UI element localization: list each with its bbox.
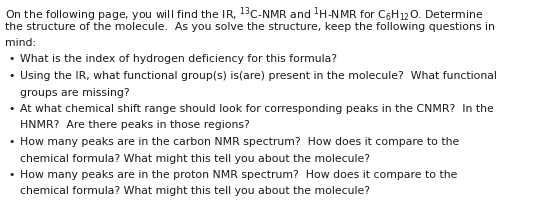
Text: At what chemical shift range should look for corresponding peaks in the CNMR?  I: At what chemical shift range should look… xyxy=(20,104,494,114)
Text: •: • xyxy=(8,71,14,81)
Text: On the following page, you will find the IR, $^{13}$C-NMR and $^{1}$H-NMR for C$: On the following page, you will find the… xyxy=(5,5,483,24)
Text: the structure of the molecule.  As you solve the structure, keep the following q: the structure of the molecule. As you so… xyxy=(5,21,495,32)
Text: What is the index of hydrogen deficiency for this formula?: What is the index of hydrogen deficiency… xyxy=(20,55,337,65)
Text: •: • xyxy=(8,137,14,147)
Text: •: • xyxy=(8,55,14,65)
Text: •: • xyxy=(8,170,14,180)
Text: How many peaks are in the proton NMR spectrum?  How does it compare to the: How many peaks are in the proton NMR spe… xyxy=(20,170,457,180)
Text: Using the IR, what functional group(s) is(are) present in the molecule?  What fu: Using the IR, what functional group(s) i… xyxy=(20,71,497,81)
Text: How many peaks are in the carbon NMR spectrum?  How does it compare to the: How many peaks are in the carbon NMR spe… xyxy=(20,137,459,147)
Text: groups are missing?: groups are missing? xyxy=(20,88,130,97)
Text: HNMR?  Are there peaks in those regions?: HNMR? Are there peaks in those regions? xyxy=(20,120,250,131)
Text: mind:: mind: xyxy=(5,38,36,48)
Text: chemical formula? What might this tell you about the molecule?: chemical formula? What might this tell y… xyxy=(20,187,370,196)
Text: •: • xyxy=(8,104,14,114)
Text: chemical formula? What might this tell you about the molecule?: chemical formula? What might this tell y… xyxy=(20,154,370,164)
